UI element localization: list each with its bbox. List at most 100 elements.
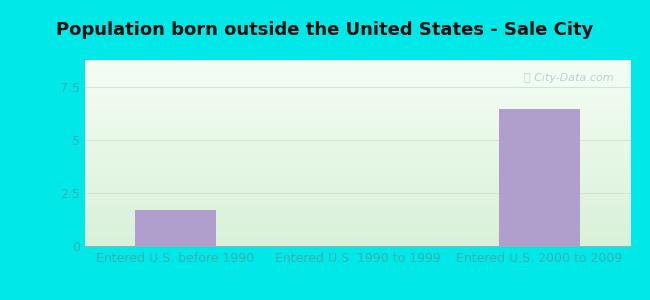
Bar [84,195,630,196]
Bar [84,98,630,100]
Bar [84,235,630,236]
Bar [84,74,630,75]
Bar [84,159,630,160]
Bar [84,193,630,194]
Bar [84,164,630,165]
Bar [84,61,630,62]
Bar [84,165,630,166]
Bar [84,242,630,244]
Bar [84,157,630,158]
Bar [84,116,630,117]
Bar [84,66,630,68]
Bar [84,244,630,245]
Bar [84,80,630,81]
Bar [84,95,630,96]
Bar [84,121,630,122]
Bar [84,245,630,246]
Bar [84,110,630,111]
Bar [84,119,630,121]
Bar [84,198,630,199]
Bar [84,162,630,163]
Bar [84,214,630,215]
Bar [84,124,630,126]
Bar [84,111,630,112]
Bar [84,224,630,225]
Bar [84,77,630,79]
Bar [84,187,630,188]
Bar [84,105,630,106]
Bar [84,169,630,170]
Bar [84,128,630,129]
Bar [84,72,630,74]
Bar [84,82,630,84]
Bar [84,170,630,172]
Bar [84,115,630,116]
Bar [84,221,630,222]
Bar [84,211,630,212]
Bar [84,75,630,76]
Bar [84,144,630,145]
Bar [84,133,630,134]
Bar [84,206,630,208]
Bar [84,209,630,210]
Bar [499,109,580,246]
Bar [84,194,630,195]
Bar [84,232,630,234]
Bar [84,90,630,91]
Bar [84,94,630,95]
Bar [84,118,630,119]
Bar [84,167,630,168]
Bar [84,215,630,216]
Bar [84,158,630,159]
Bar [84,131,630,132]
Bar [84,188,630,189]
Bar [84,210,630,211]
Bar [84,103,630,105]
Text: Population born outside the United States - Sale City: Population born outside the United State… [57,21,593,39]
Bar [84,219,630,220]
Bar [84,231,630,232]
Bar [84,196,630,198]
Bar [84,76,630,77]
Bar [84,112,630,113]
Bar [84,140,630,141]
Bar [84,69,630,70]
Bar [84,175,630,177]
Bar [84,71,630,72]
Bar [84,141,630,142]
Bar [84,191,630,193]
Bar [84,234,630,235]
Bar [84,153,630,154]
Bar [84,227,630,229]
Bar [84,148,630,149]
Bar [84,146,630,147]
Bar [84,138,630,140]
Bar [84,222,630,224]
Bar [84,129,630,131]
Bar [84,180,630,181]
Bar [84,147,630,148]
Bar [84,182,630,183]
Bar [84,91,630,92]
Bar [84,218,630,219]
Bar [84,204,630,205]
Bar [84,202,630,204]
Bar [84,134,630,136]
Bar [84,173,630,174]
Bar [84,225,630,226]
Bar [84,136,630,137]
Bar [84,174,630,175]
Bar [84,127,630,128]
Bar [84,149,630,151]
Bar [135,210,216,246]
Bar [84,81,630,82]
Bar [84,216,630,217]
Bar [84,96,630,97]
Bar [84,240,630,241]
Bar [84,172,630,173]
Bar [84,106,630,107]
Bar [84,84,630,85]
Bar [84,143,630,144]
Bar [84,117,630,118]
Bar [84,183,630,184]
